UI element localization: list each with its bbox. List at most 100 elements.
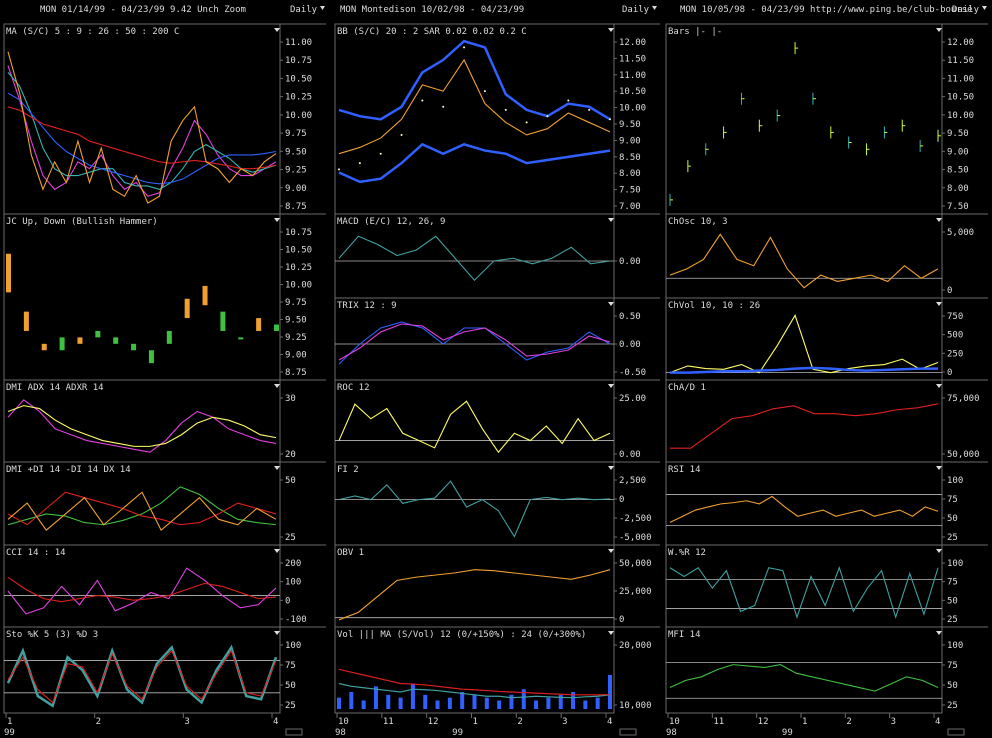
panel-menu-icon[interactable] bbox=[274, 466, 280, 470]
scroll-handle[interactable] bbox=[285, 728, 303, 736]
series-line bbox=[670, 366, 938, 374]
panel-menu-icon[interactable] bbox=[608, 302, 614, 306]
series-line bbox=[669, 495, 939, 523]
series-line bbox=[7, 72, 277, 190]
panel-menu-icon[interactable] bbox=[936, 631, 942, 635]
series-line bbox=[7, 567, 277, 615]
tick-label: 8.00 bbox=[619, 169, 641, 179]
series-line bbox=[669, 233, 939, 289]
panel-label: MA (S/C) 5 : 9 : 26 : 50 : 200 C bbox=[6, 27, 179, 37]
panel-menu-icon[interactable] bbox=[936, 28, 942, 32]
volume-bar bbox=[386, 694, 391, 709]
volume-bar bbox=[509, 694, 514, 709]
scroll-handle[interactable] bbox=[619, 728, 637, 736]
year-label: 99 bbox=[452, 728, 463, 738]
tick-label: 9.50 bbox=[285, 316, 307, 326]
series-line bbox=[7, 51, 277, 204]
tick-label: 25.00 bbox=[619, 394, 646, 404]
series-line bbox=[6, 644, 278, 708]
date-tick-label: 11 bbox=[713, 717, 724, 727]
sar-dot bbox=[358, 162, 361, 165]
panel-label: TRIX 12 : 9 bbox=[337, 301, 397, 311]
period-selector[interactable]: Daily bbox=[290, 5, 318, 15]
volume-bar bbox=[472, 694, 477, 709]
period-selector[interactable]: Daily bbox=[952, 5, 980, 15]
panel-label: DMI ADX 14 ADXR 14 bbox=[6, 383, 104, 393]
panel-menu-icon[interactable] bbox=[936, 384, 942, 388]
tick-label: 8.50 bbox=[619, 153, 641, 163]
tick-label: 30 bbox=[285, 394, 296, 404]
tick-label: 50,000 bbox=[947, 450, 980, 460]
panel-menu-icon[interactable] bbox=[608, 28, 614, 32]
volume-bar bbox=[583, 700, 588, 709]
tick-label: 9.75 bbox=[285, 129, 307, 139]
series-line bbox=[7, 106, 277, 170]
tick-label: 50 bbox=[285, 476, 296, 486]
tick-label: 10.00 bbox=[947, 111, 974, 121]
tick-label: 9.25 bbox=[285, 166, 307, 176]
tick-label: 100 bbox=[285, 641, 301, 651]
panel-menu-icon[interactable] bbox=[274, 218, 280, 222]
panel-menu-icon[interactable] bbox=[274, 631, 280, 635]
panel-menu-icon[interactable] bbox=[608, 218, 614, 222]
tick-label: 10.25 bbox=[285, 93, 312, 103]
panel-label: ChVol 10, 10 : 26 bbox=[668, 301, 760, 311]
series-line bbox=[338, 39, 611, 121]
panel-label: Sto %K 5 (3) %D 3 bbox=[6, 630, 98, 640]
panel-label: BB (S/C) 20 : 2 SAR 0.02 0.02 0.2 C bbox=[337, 27, 527, 37]
tick-label: 50 bbox=[947, 596, 958, 606]
tick-label: 8.50 bbox=[947, 166, 969, 176]
panel-label: OBV 1 bbox=[337, 548, 364, 558]
panel-menu-icon[interactable] bbox=[608, 466, 614, 470]
tick-label: 25 bbox=[947, 533, 958, 543]
date-tick-label: 1 bbox=[473, 717, 478, 727]
series-line bbox=[7, 491, 277, 532]
series-line bbox=[338, 569, 611, 621]
panel-frame bbox=[665, 626, 943, 714]
period-selector[interactable]: Daily bbox=[622, 5, 650, 15]
date-tick-label: 2 bbox=[96, 717, 101, 727]
panel-label: FI 2 bbox=[337, 465, 359, 475]
tick-label: 9.75 bbox=[285, 298, 307, 308]
series-line bbox=[338, 235, 611, 282]
candle bbox=[6, 253, 11, 293]
panel-menu-icon[interactable] bbox=[936, 302, 942, 306]
panel-menu-icon[interactable] bbox=[936, 218, 942, 222]
panel-frame bbox=[665, 544, 943, 628]
tick-label: 100 bbox=[947, 641, 963, 651]
panel-menu-icon[interactable] bbox=[936, 549, 942, 553]
tick-label: 8.75 bbox=[285, 202, 307, 212]
panel-label: ChOsc 10, 3 bbox=[668, 217, 728, 227]
panel-label: ChA/D 1 bbox=[668, 383, 706, 393]
panel-menu-icon[interactable] bbox=[608, 631, 614, 635]
panel-label: CCI 14 : 14 bbox=[6, 548, 66, 558]
date-tick-label: 10 bbox=[338, 717, 349, 727]
series-line bbox=[7, 491, 277, 526]
tick-label: 9.00 bbox=[285, 351, 307, 361]
tick-label: 25,000 bbox=[619, 587, 652, 597]
panel-menu-icon[interactable] bbox=[936, 466, 942, 470]
panel-menu-icon[interactable] bbox=[274, 28, 280, 32]
tick-label: 10.00 bbox=[619, 104, 646, 114]
scroll-handle[interactable] bbox=[947, 728, 965, 736]
series-line bbox=[669, 314, 939, 374]
tick-label: 250 bbox=[947, 349, 963, 359]
tick-label: 750 bbox=[947, 312, 963, 322]
panel-frame bbox=[665, 379, 943, 463]
tick-label: 25 bbox=[285, 533, 296, 543]
tick-label: 0 bbox=[619, 615, 624, 625]
tick-label: 200 bbox=[285, 559, 301, 569]
panel-menu-icon[interactable] bbox=[274, 384, 280, 388]
panel-menu-icon[interactable] bbox=[608, 549, 614, 553]
tick-label: 9.50 bbox=[285, 147, 307, 157]
column-header: MON 10/05/98 - 04/23/99 http://www.ping.… bbox=[680, 5, 973, 15]
tick-label: 9.25 bbox=[285, 333, 307, 343]
panel-menu-icon[interactable] bbox=[608, 384, 614, 388]
tick-label: 0 bbox=[285, 596, 290, 606]
volume-bar bbox=[435, 700, 440, 709]
tick-label: 10.25 bbox=[285, 263, 312, 273]
tick-label: 25 bbox=[285, 701, 296, 711]
tick-label: 11.00 bbox=[619, 71, 646, 81]
sar-dot bbox=[567, 99, 570, 102]
panel-menu-icon[interactable] bbox=[274, 549, 280, 553]
